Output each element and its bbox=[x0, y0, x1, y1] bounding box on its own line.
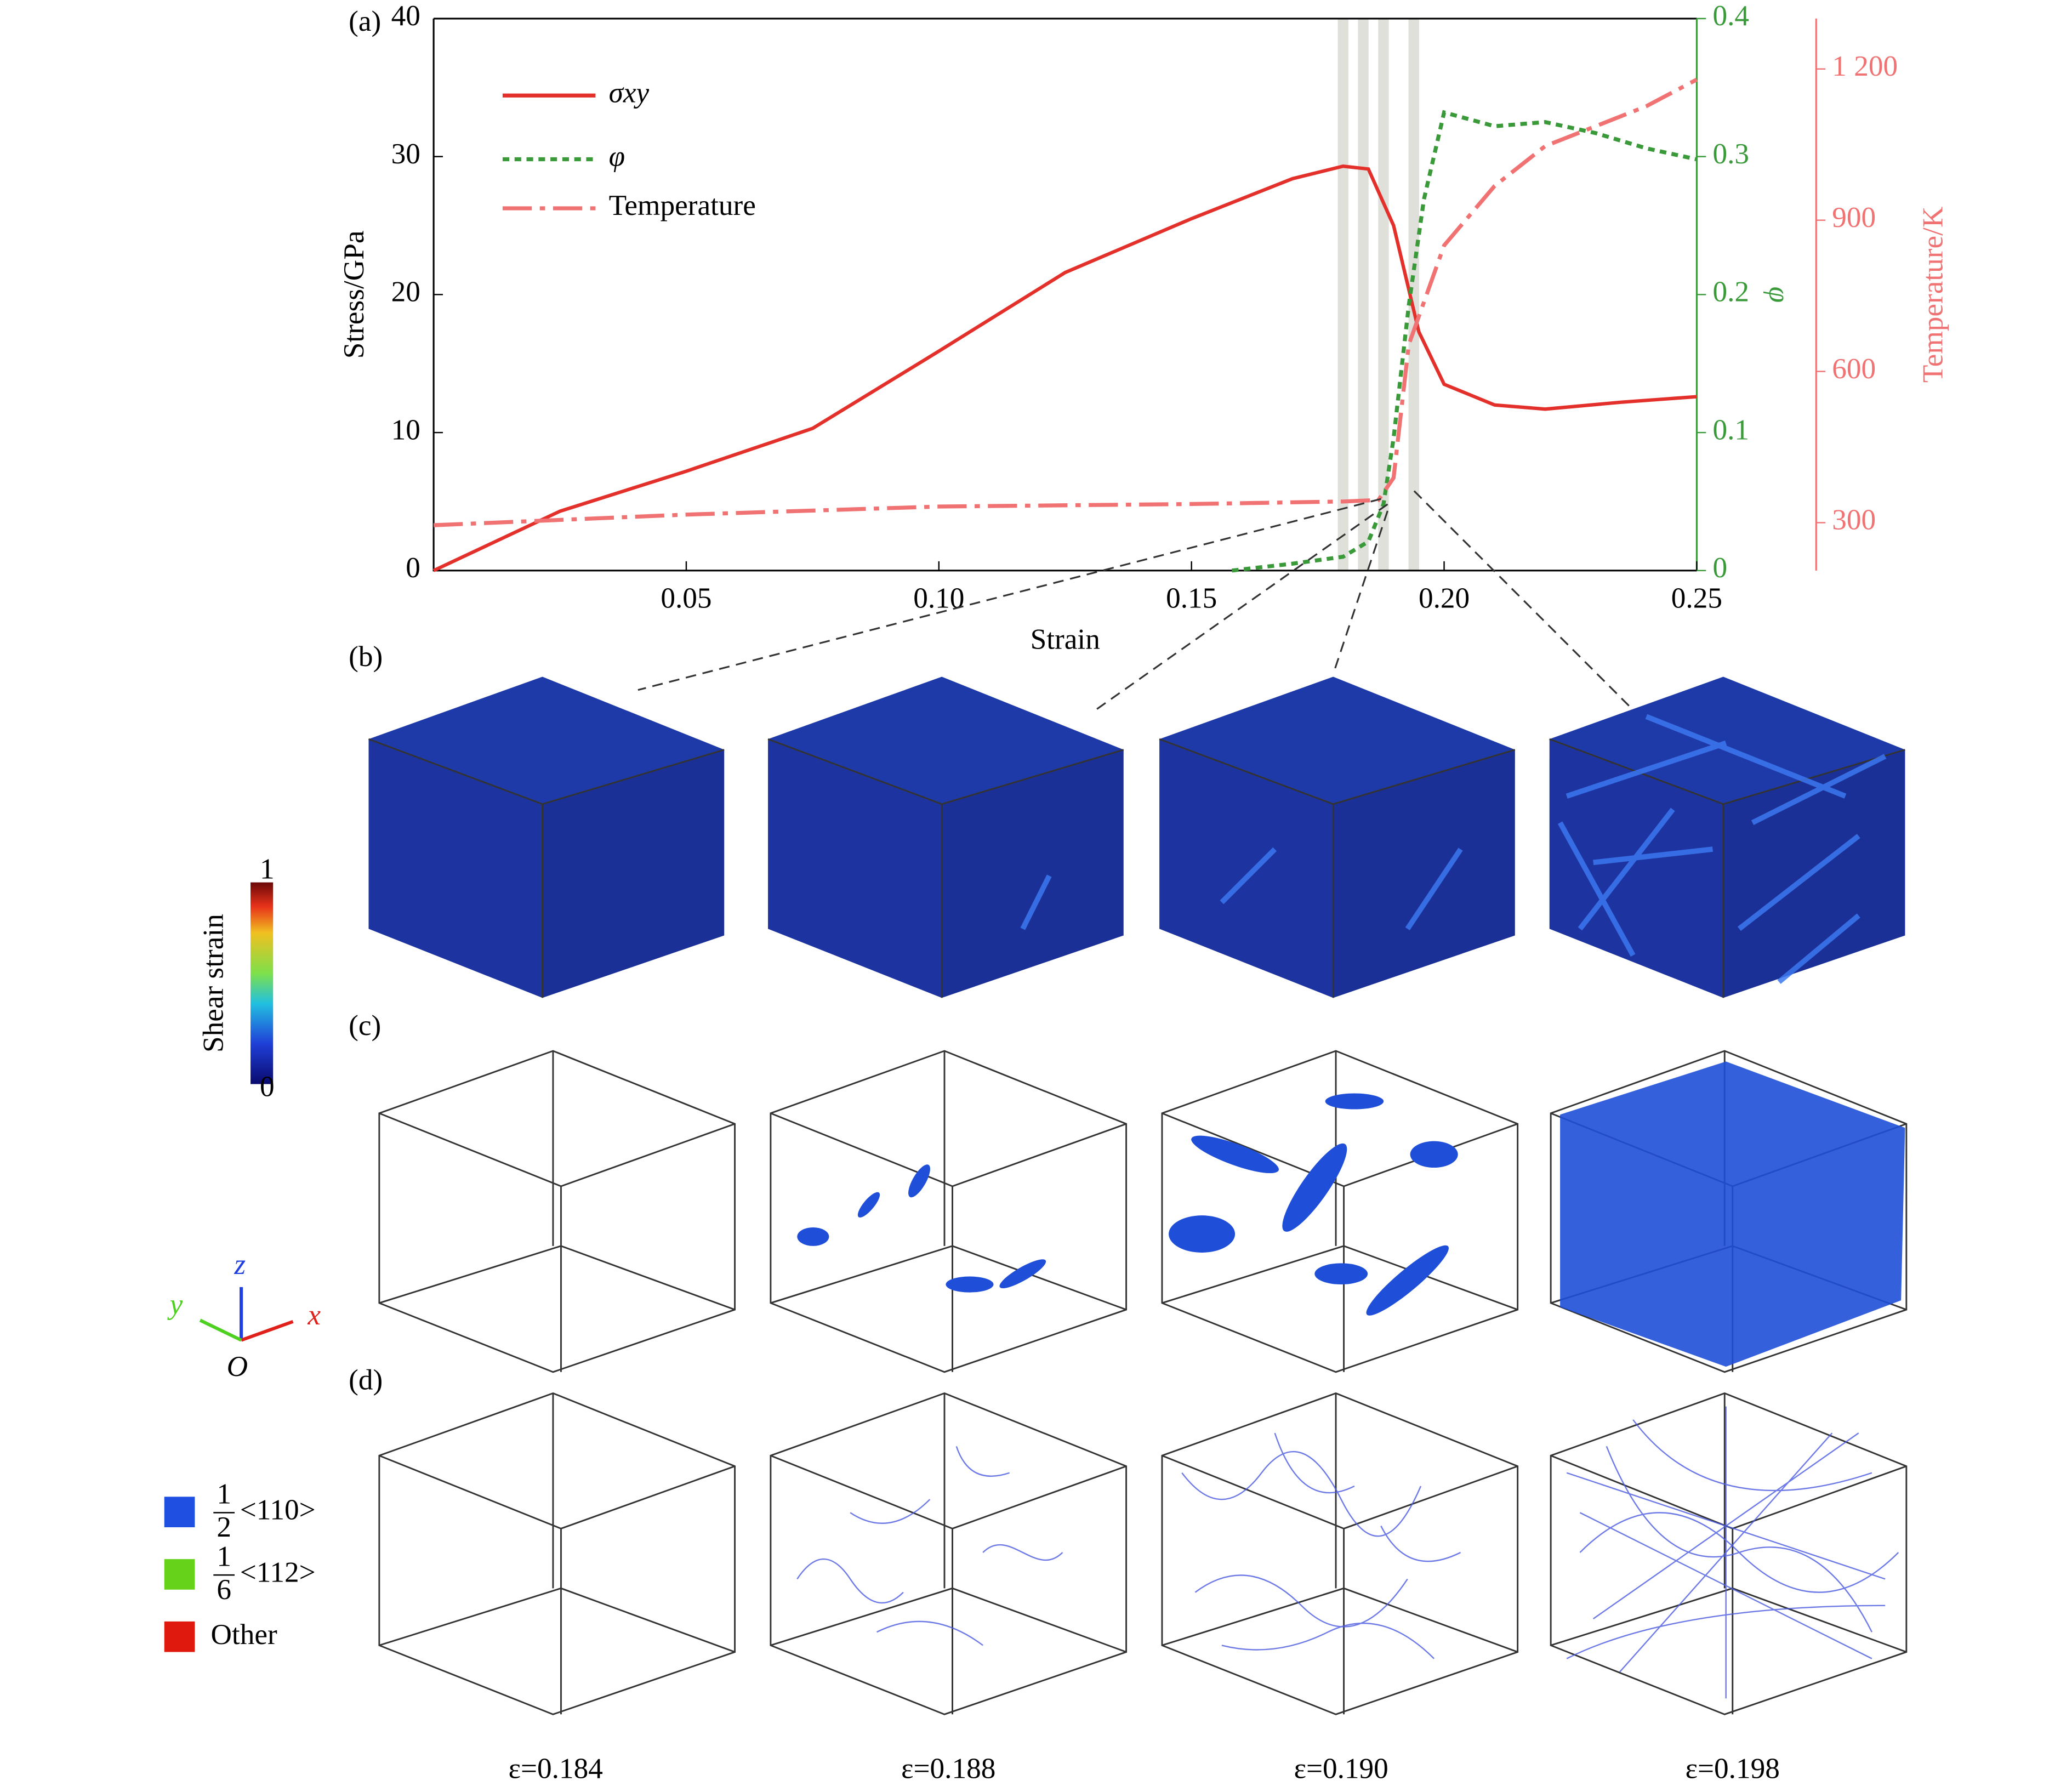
y2-tick-label: 0 bbox=[1712, 551, 1727, 584]
axes-triad bbox=[199, 1287, 294, 1342]
colorbar-ticks: 01 bbox=[260, 852, 275, 1102]
colorbar-label: Shear strain bbox=[197, 914, 229, 1053]
fraction-numerator: 1 bbox=[217, 1478, 231, 1510]
strain-cube bbox=[368, 676, 725, 999]
y3-tick-label: 1 200 bbox=[1832, 50, 1898, 82]
dislocation-cube bbox=[1550, 1392, 1908, 1715]
legend-label: <110> bbox=[240, 1494, 316, 1526]
legend-swatch bbox=[164, 1559, 195, 1590]
y3-axis-label: Temperature/K bbox=[1916, 207, 1949, 383]
y3-tick-label: 300 bbox=[1832, 504, 1876, 536]
y-axis-label: Stress/GPa bbox=[338, 230, 370, 359]
panel-label: (b) bbox=[349, 640, 383, 673]
legend-label: φ bbox=[609, 140, 625, 173]
y-tick-label: 20 bbox=[391, 276, 420, 308]
y3-tick-label: 900 bbox=[1832, 201, 1876, 234]
snapshot-label: ε=0.188 bbox=[901, 1753, 995, 1785]
x-tick-label: 0.05 bbox=[661, 582, 711, 615]
y2-tick-label: 0.4 bbox=[1712, 0, 1749, 32]
atom-clusters bbox=[797, 1061, 1905, 1367]
x-tick-label: 0.15 bbox=[1166, 582, 1217, 615]
snapshot-label: ε=0.198 bbox=[1686, 1753, 1780, 1785]
fraction-denominator: 6 bbox=[217, 1573, 231, 1606]
y-tick-label: 30 bbox=[391, 138, 420, 170]
atom-cube bbox=[378, 1050, 736, 1373]
triad-label: O bbox=[227, 1350, 248, 1383]
strain-cube bbox=[1549, 676, 1906, 999]
legend-label: Temperature bbox=[609, 189, 756, 221]
dislocation-lines bbox=[796, 1406, 1899, 1699]
strain-cube bbox=[1158, 676, 1516, 999]
highlight-band bbox=[1408, 18, 1419, 571]
highlight-band bbox=[1358, 18, 1369, 571]
y2-axis-label: φ bbox=[1763, 287, 1795, 303]
legend-label: σxy bbox=[609, 76, 650, 109]
snapshot-label: ε=0.184 bbox=[509, 1753, 603, 1785]
colorbar-tick-label: 0 bbox=[260, 1070, 275, 1102]
fraction-numerator: 1 bbox=[217, 1540, 231, 1572]
x-tick-label: 0.20 bbox=[1419, 582, 1470, 615]
series-line bbox=[433, 77, 1698, 527]
highlight-band bbox=[1378, 18, 1389, 571]
panel-label: (a) bbox=[349, 5, 381, 37]
colorbar bbox=[251, 882, 274, 1084]
legend-swatch bbox=[164, 1497, 195, 1528]
y2-tick-label: 0.3 bbox=[1712, 138, 1749, 170]
panel-label: (d) bbox=[349, 1363, 383, 1396]
legend-label: <112> bbox=[240, 1556, 316, 1588]
panel-label: (c) bbox=[349, 1009, 381, 1042]
legend-swatch bbox=[164, 1621, 195, 1652]
x-axis-label: Strain bbox=[1031, 623, 1100, 656]
atom-cube bbox=[770, 1050, 1128, 1373]
series-line bbox=[432, 164, 1697, 572]
fraction-denominator: 2 bbox=[217, 1511, 231, 1543]
snapshot-label: ε=0.190 bbox=[1294, 1753, 1388, 1785]
dislocation-cube bbox=[1161, 1392, 1519, 1715]
y2-tick-label: 0.2 bbox=[1712, 276, 1749, 308]
strain-cube bbox=[767, 676, 1125, 999]
y-tick-label: 40 bbox=[391, 0, 420, 32]
dislocation-cube bbox=[378, 1392, 736, 1715]
shear-bands bbox=[1020, 714, 1887, 984]
x-tick-label: 0.10 bbox=[913, 582, 964, 615]
y3-tick-label: 600 bbox=[1832, 352, 1876, 385]
y-tick-label: 0 bbox=[406, 551, 420, 584]
series-line bbox=[1232, 110, 1698, 573]
dislocation-cube bbox=[770, 1392, 1128, 1715]
triad-label: z bbox=[234, 1248, 246, 1281]
dislocation-legend: 12<110>16<112>Other bbox=[164, 1478, 316, 1652]
legend-label: Other bbox=[210, 1618, 277, 1651]
colorbar-tick-label: 1 bbox=[260, 852, 275, 885]
y2-tick-label: 0.1 bbox=[1712, 413, 1749, 446]
highlight-band bbox=[1337, 18, 1348, 571]
y-tick-label: 10 bbox=[391, 413, 420, 446]
triad-label: x bbox=[307, 1299, 321, 1331]
plot: 0.05 0.10 0.15 0.20 0.2501020304000.10.20.30… bbox=[391, 0, 1898, 615]
triad-label: y bbox=[167, 1288, 183, 1320]
pointer-arrows bbox=[637, 490, 1631, 711]
x-tick-label: 0.25 bbox=[1671, 582, 1722, 615]
